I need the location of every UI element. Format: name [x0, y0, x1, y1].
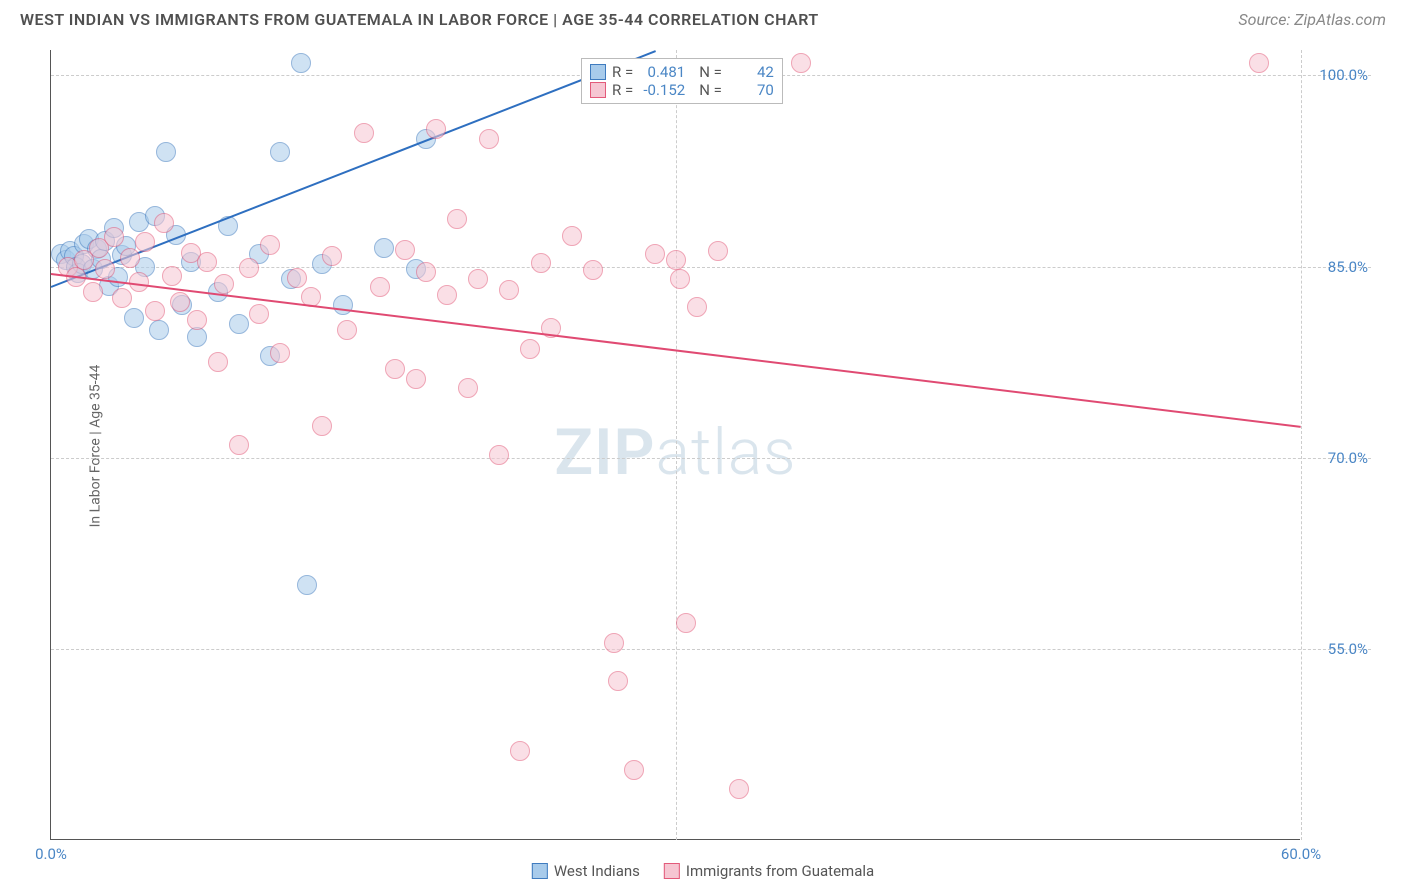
data-point — [499, 280, 519, 300]
data-point — [406, 369, 426, 389]
data-point — [608, 671, 628, 691]
data-point — [670, 269, 690, 289]
title-bar: WEST INDIAN VS IMMIGRANTS FROM GUATEMALA… — [0, 0, 1406, 33]
data-point — [229, 314, 249, 334]
data-point — [120, 248, 140, 268]
data-point — [239, 258, 259, 278]
stat-box: R = 0.481 N = 42 R = -0.152 N = 70 — [581, 58, 783, 104]
data-point — [510, 741, 530, 761]
data-point — [170, 292, 190, 312]
legend-swatch — [590, 64, 606, 80]
legend-label: West Indians — [554, 862, 640, 880]
data-point — [249, 304, 269, 324]
stat-row: R = 0.481 N = 42 — [590, 63, 774, 81]
data-point — [447, 209, 467, 229]
data-point — [95, 259, 115, 279]
stat-n-value: 42 — [728, 63, 774, 81]
y-tick-label: 55.0% — [1308, 640, 1368, 658]
data-point — [562, 226, 582, 246]
data-point — [229, 435, 249, 455]
data-point — [112, 288, 132, 308]
data-point — [333, 295, 353, 315]
legend-swatch — [532, 863, 548, 879]
data-point — [604, 633, 624, 653]
y-tick-label: 100.0% — [1308, 66, 1368, 84]
legend-item: Immigrants from Guatemala — [664, 862, 874, 880]
data-point — [187, 310, 207, 330]
grid-line-v — [1301, 50, 1302, 840]
legend-swatch — [664, 863, 680, 879]
data-point — [354, 123, 374, 143]
data-point — [208, 352, 228, 372]
legend-swatch — [590, 82, 606, 98]
data-point — [624, 760, 644, 780]
y-tick-label: 70.0% — [1308, 449, 1368, 467]
x-tick-label: 60.0% — [1281, 845, 1321, 863]
data-point — [104, 227, 124, 247]
data-point — [287, 268, 307, 288]
data-point — [149, 320, 169, 340]
legend-label: Immigrants from Guatemala — [686, 862, 874, 880]
chart-title: WEST INDIAN VS IMMIGRANTS FROM GUATEMALA… — [20, 10, 819, 29]
data-point — [583, 260, 603, 280]
stat-r-value: -0.152 — [639, 81, 685, 99]
data-point — [374, 238, 394, 258]
stat-n-label: N = — [699, 63, 722, 81]
data-point — [156, 142, 176, 162]
data-point — [416, 262, 436, 282]
data-point — [479, 129, 499, 149]
data-point — [297, 575, 317, 595]
x-tick-label: 0.0% — [35, 845, 67, 863]
data-point — [260, 235, 280, 255]
data-point — [437, 285, 457, 305]
stat-n-value: 70 — [728, 81, 774, 99]
data-point — [145, 301, 165, 321]
data-point — [426, 119, 446, 139]
data-point — [687, 297, 707, 317]
data-point — [1249, 53, 1269, 73]
grid-line-h — [51, 649, 1371, 650]
grid-line-v — [676, 50, 677, 840]
stat-row: R = -0.152 N = 70 — [590, 81, 774, 99]
data-point — [489, 445, 509, 465]
stat-n-label: N = — [699, 81, 722, 99]
plot-wrap: ZIPatlas 55.0%70.0%85.0%100.0%0.0%60.0%R… — [50, 50, 1370, 840]
data-point — [135, 232, 155, 252]
data-point — [676, 613, 696, 633]
data-point — [395, 240, 415, 260]
data-point — [214, 274, 234, 294]
data-point — [468, 269, 488, 289]
y-tick-label: 85.0% — [1308, 258, 1368, 276]
legend-item: West Indians — [532, 862, 640, 880]
data-point — [270, 343, 290, 363]
data-point — [322, 246, 342, 266]
watermark-bold: ZIP — [554, 415, 655, 490]
data-point — [370, 277, 390, 297]
plot-area: ZIPatlas 55.0%70.0%85.0%100.0%0.0%60.0%R… — [50, 50, 1300, 840]
data-point — [197, 252, 217, 272]
stat-r-label: R = — [612, 81, 633, 99]
stat-r-value: 0.481 — [639, 63, 685, 81]
data-point — [337, 320, 357, 340]
data-point — [83, 282, 103, 302]
data-point — [645, 244, 665, 264]
stat-r-label: R = — [612, 63, 633, 81]
legend: West Indians Immigrants from Guatemala — [532, 862, 874, 880]
data-point — [154, 213, 174, 233]
data-point — [666, 250, 686, 270]
data-point — [162, 266, 182, 286]
data-point — [291, 53, 311, 73]
data-point — [312, 416, 332, 436]
data-point — [385, 359, 405, 379]
data-point — [729, 779, 749, 799]
data-point — [520, 339, 540, 359]
data-point — [531, 253, 551, 273]
grid-line-h — [51, 458, 1371, 459]
source-label: Source: ZipAtlas.com — [1238, 10, 1386, 29]
data-point — [270, 142, 290, 162]
data-point — [791, 53, 811, 73]
data-point — [458, 378, 478, 398]
data-point — [708, 241, 728, 261]
data-point — [124, 308, 144, 328]
